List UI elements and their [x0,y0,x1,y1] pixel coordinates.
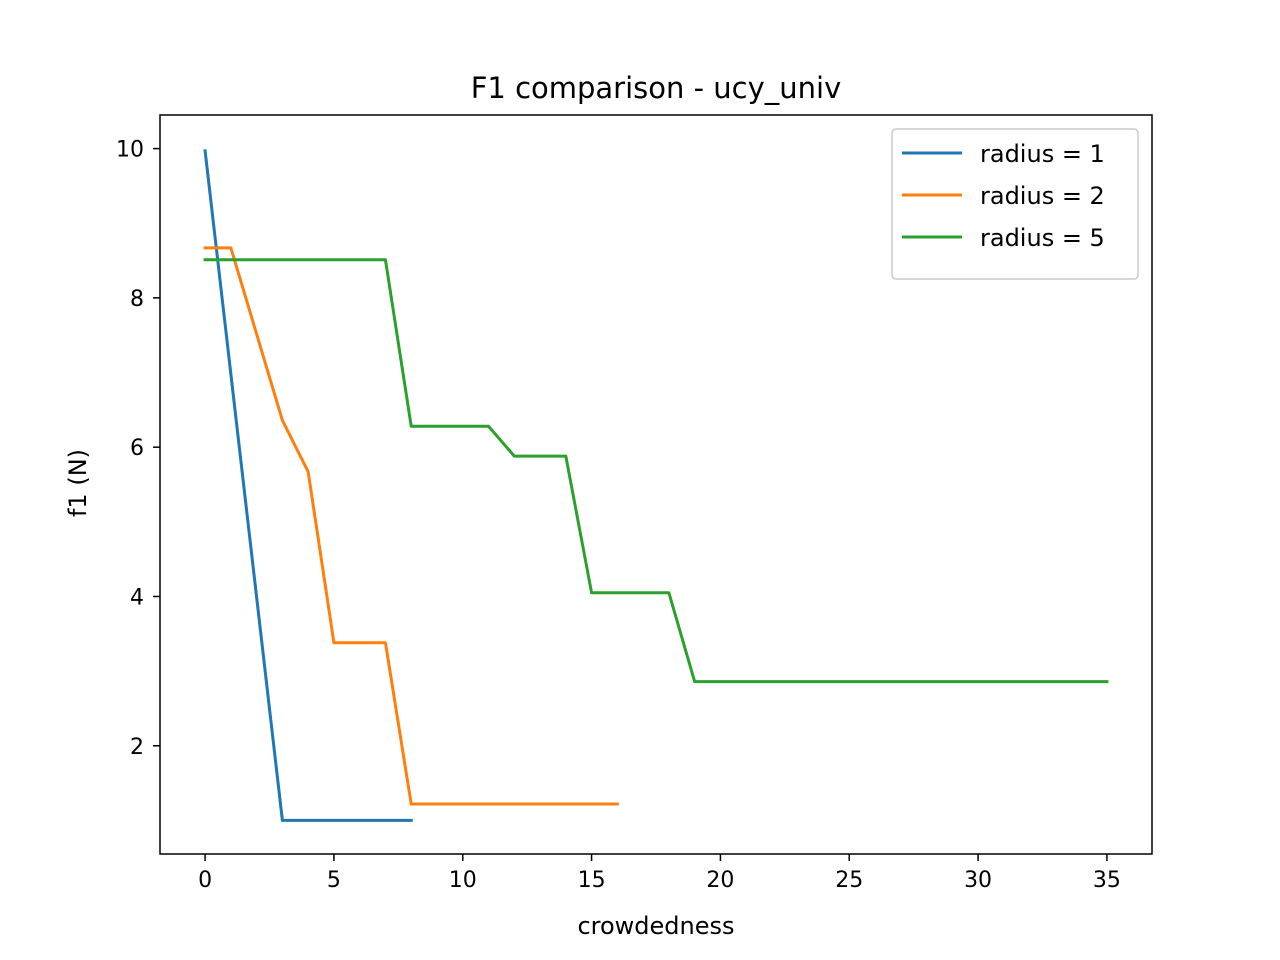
x-tick-label: 5 [327,868,341,893]
legend-label-2: radius = 2 [980,182,1105,210]
legend-box [891,128,1139,280]
plot-area: 0 5 10 15 20 25 30 35 2 4 6 8 10 radius = 1 radius = 2… [116,114,1153,893]
x-tick-label: 20 [706,868,734,893]
y-tick-label: 10 [116,138,144,163]
x-tick-label: 30 [964,868,992,893]
y-tick-label: 6 [130,436,144,461]
y-axis-label: f1 (N) [64,449,92,517]
x-tick-label: 15 [578,868,606,893]
series-line-1 [203,149,413,822]
series-line-3 [203,258,1109,684]
y-tick-label: 2 [130,735,144,760]
x-tick-label: 10 [449,868,477,893]
legend-label-3: radius = 5 [980,224,1105,252]
series-line-2 [203,246,619,806]
x-tick-label: 0 [198,868,212,893]
y-tick-label: 8 [130,287,144,312]
x-axis-label: crowdedness [577,912,734,940]
y-tick-label: 4 [130,585,144,610]
x-tick-label: 35 [1093,868,1121,893]
plot-frame [159,114,1153,855]
legend-label-1: radius = 1 [980,140,1105,168]
chart-title: F1 comparison - ucy_univ [471,71,842,105]
x-tick-label: 25 [835,868,863,893]
